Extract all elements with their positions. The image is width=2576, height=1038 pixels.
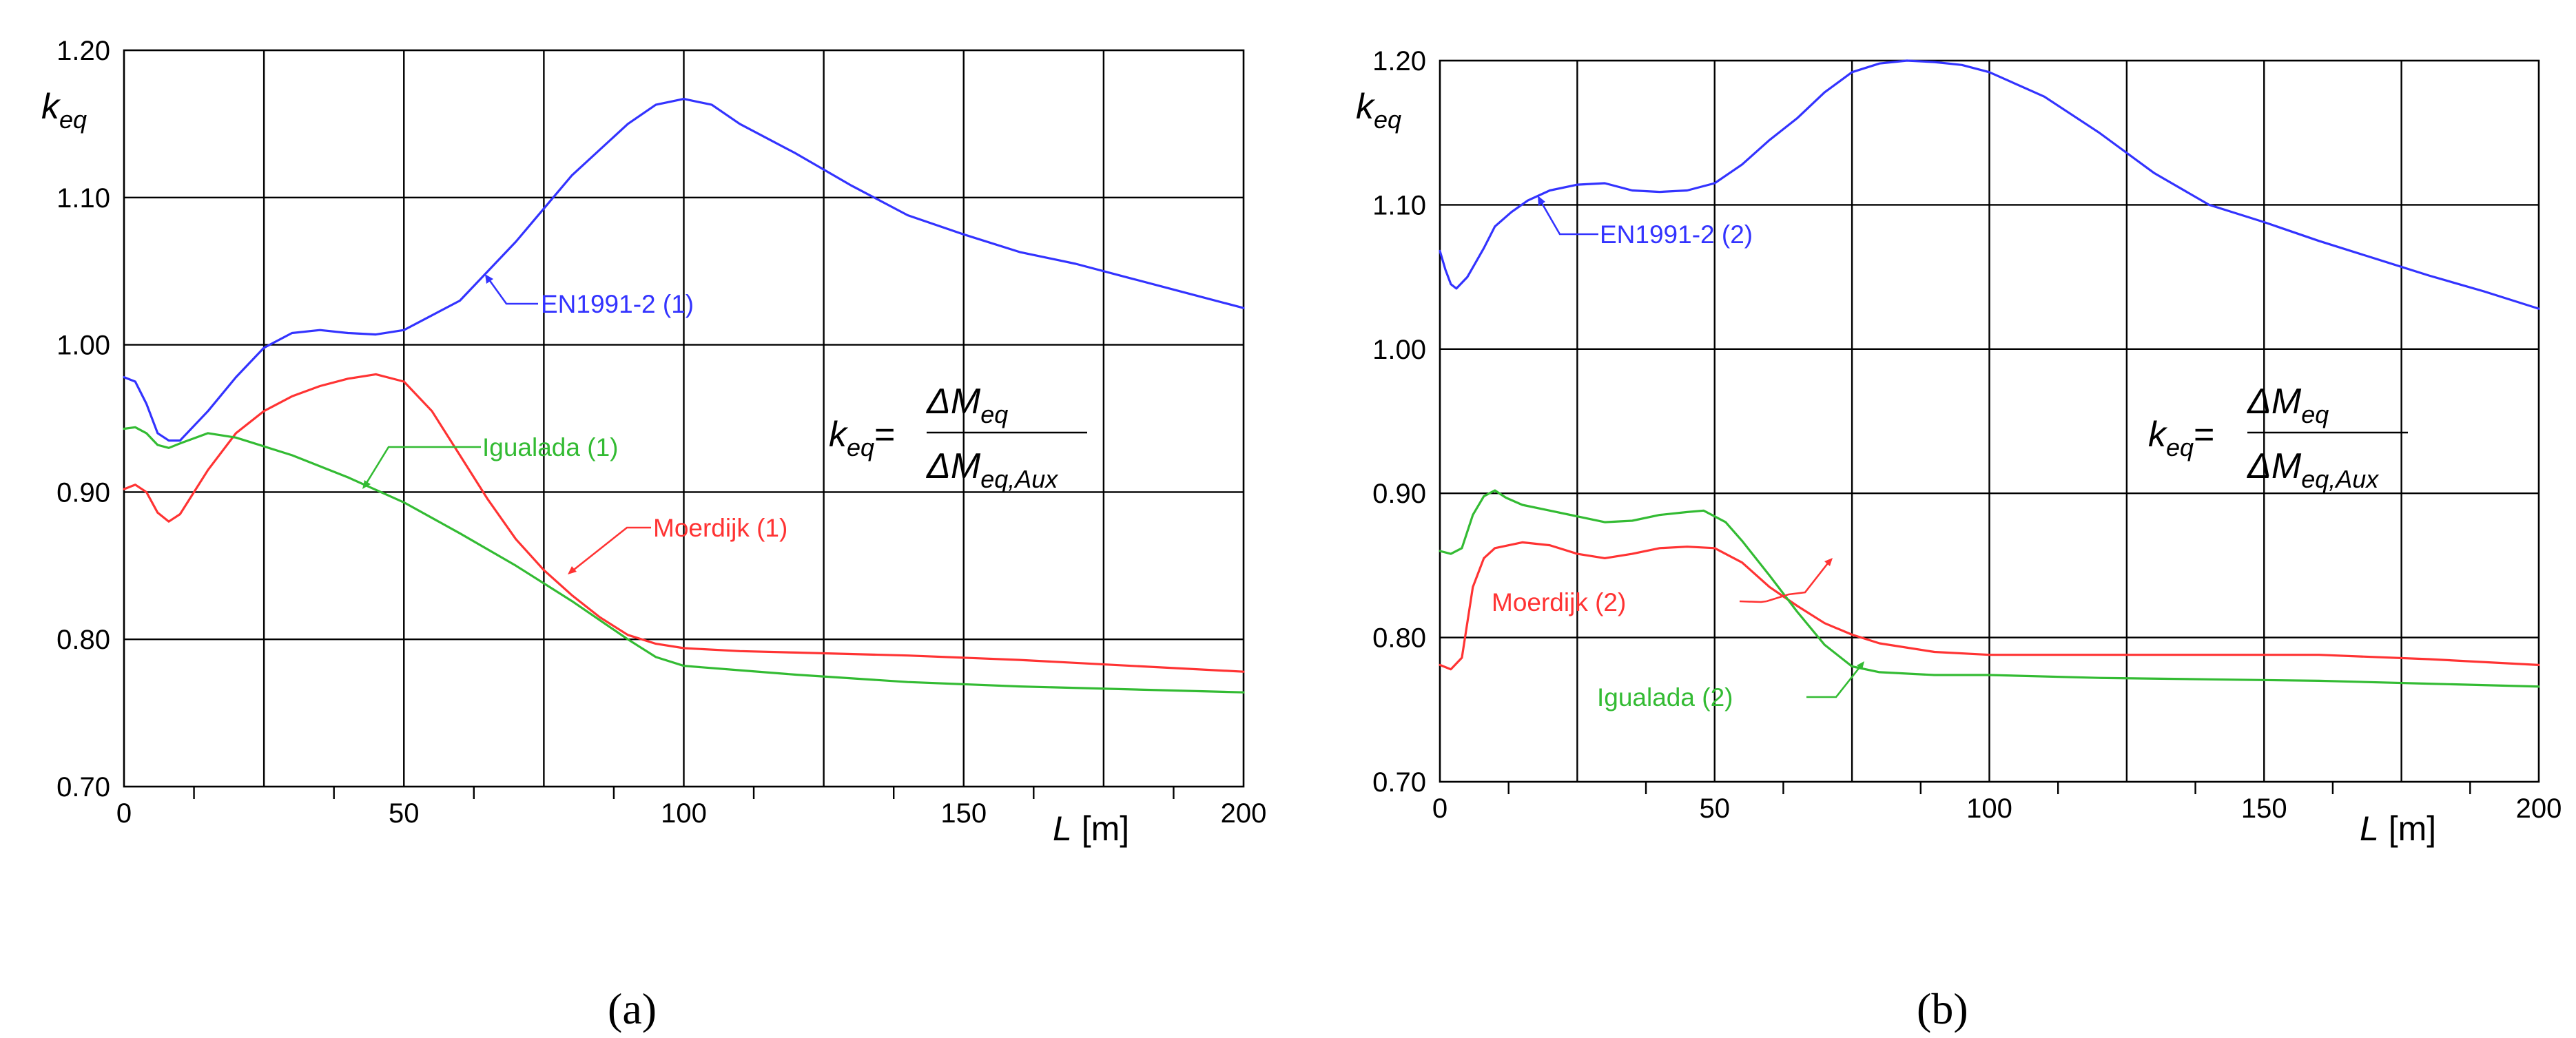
svg-text:ΔMeq,Aux: ΔMeq,Aux	[2246, 446, 2380, 493]
series-line-moerdijk-2	[1439, 541, 2540, 671]
series-line-igualada-2	[1439, 489, 2540, 688]
x-tick-label: 50	[1700, 793, 1731, 824]
x-tick-label: 100	[1966, 793, 2012, 824]
panel-label-a: (a)	[608, 984, 657, 1033]
svg-text:Igualada (2): Igualada (2)	[1597, 683, 1733, 712]
svg-text:Moerdijk (1): Moerdijk (1)	[653, 514, 787, 542]
svg-text:keq=: keq=	[829, 415, 895, 461]
y-ticks-a: 0.70 0.80 0.90 1.00 1.10 1.20	[56, 36, 110, 802]
y-tick-label: 0.80	[56, 625, 110, 655]
svg-text:ΔMeq,Aux: ΔMeq,Aux	[925, 446, 1059, 493]
svg-text:Moerdijk (2): Moerdijk (2)	[1492, 588, 1626, 616]
svg-text:Igualada (1): Igualada (1)	[482, 433, 618, 461]
y-tick-label: 0.90	[1372, 479, 1426, 509]
series-line-en1991-2-2	[1439, 59, 2540, 310]
annotation-moerdijk-2: Moerdijk (2)	[1492, 558, 1833, 616]
svg-text:EN1991-2 (1): EN1991-2 (1)	[541, 290, 694, 318]
svg-text:EN1991-2 (2): EN1991-2 (2)	[1600, 220, 1753, 249]
y-axis-label: keq	[41, 87, 87, 134]
x-ticks-a: 0 50 100 150 200	[116, 798, 1267, 829]
y-tick-label: 0.70	[56, 772, 110, 802]
annotation-igualada-2: Igualada (2)	[1597, 661, 1864, 712]
y-ticks-b: 0.70 0.80 0.90 1.00 1.10 1.20	[1372, 46, 1426, 798]
y-tick-label: 0.80	[1372, 623, 1426, 654]
formula: keq= ΔMeq ΔMeq,Aux	[829, 382, 1087, 493]
y-tick-label: 1.10	[56, 183, 110, 214]
annotation-en1991-2-1: EN1991-2 (1)	[485, 274, 694, 318]
series-line-moerdijk-1	[123, 373, 1245, 673]
x-tick-label: 150	[2241, 793, 2287, 824]
x-axis-label: L [m]	[1053, 809, 1129, 848]
x-tick-label: 200	[1221, 798, 1267, 829]
series-line-en1991-2-1	[123, 98, 1245, 442]
y-axis-label: keq	[1356, 87, 1401, 134]
x-axis-label: L [m]	[2360, 809, 2436, 848]
grid-b	[1439, 59, 2540, 794]
annotation-moerdijk-1: Moerdijk (1)	[568, 514, 787, 574]
x-ticks-b: 0 50 100 150 200	[1432, 793, 2562, 824]
svg-text:ΔMeq: ΔMeq	[2246, 382, 2329, 428]
svg-text:keq=: keq=	[2148, 415, 2214, 461]
series-line-igualada-1	[123, 426, 1245, 694]
svg-text:ΔMeq: ΔMeq	[925, 382, 1008, 428]
annotation-en1991-2-2: EN1991-2 (2)	[1538, 196, 1753, 249]
y-tick-label: 1.10	[1372, 190, 1426, 220]
y-tick-label: 0.70	[1372, 767, 1426, 798]
y-tick-label: 0.90	[56, 477, 110, 508]
panel-label-b: (b)	[1917, 984, 1968, 1033]
x-tick-label: 0	[116, 798, 132, 829]
y-tick-label: 1.20	[56, 36, 110, 66]
grid-a	[123, 49, 1245, 799]
series-a	[123, 98, 1245, 694]
chart-panel-a: 0.70 0.80 0.90 1.00 1.10 1.20 0 50 100 150 200 ke…	[41, 36, 1266, 1033]
y-tick-label: 1.00	[56, 331, 110, 361]
y-tick-label: 1.00	[1372, 335, 1426, 365]
x-tick-label: 200	[2516, 793, 2562, 824]
x-tick-label: 100	[661, 798, 707, 829]
x-tick-label: 50	[389, 798, 420, 829]
y-tick-label: 1.20	[1372, 46, 1426, 76]
annotation-igualada-1: Igualada (1)	[362, 433, 618, 489]
plot-frame	[123, 49, 1245, 788]
series-b	[1439, 59, 2540, 688]
x-tick-label: 150	[940, 798, 987, 829]
formula: keq= ΔMeq ΔMeq,Aux	[2148, 382, 2408, 493]
plot-frame	[1439, 59, 2540, 783]
chart-panel-b: 0.70 0.80 0.90 1.00 1.10 1.20 0 50 100 150 200 ke…	[1356, 46, 2562, 1033]
x-tick-label: 0	[1432, 793, 1447, 824]
